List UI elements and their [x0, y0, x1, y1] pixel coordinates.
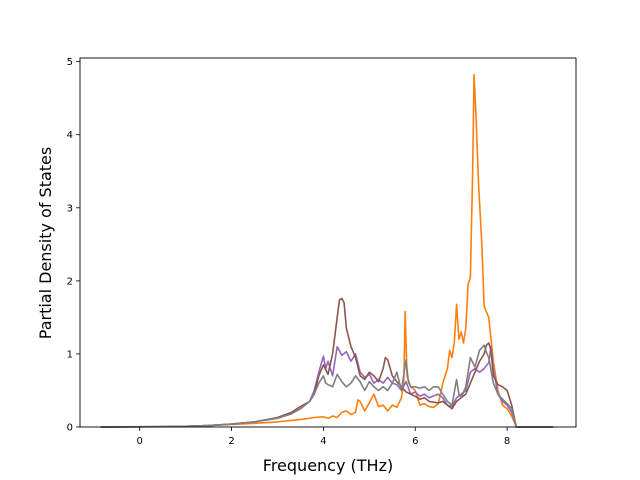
series-line-1 — [100, 74, 554, 428]
y-tick-label: 5 — [67, 57, 73, 68]
y-tick-label: 2 — [67, 276, 73, 287]
y-tick-label: 0 — [67, 423, 73, 434]
plot-frame — [79, 57, 577, 428]
x-axis-ticks: 0 2 4 6 8 — [137, 427, 510, 447]
y-axis-label: Partial Density of States — [36, 147, 55, 339]
x-tick-label: 8 — [504, 436, 510, 447]
series-line-2 — [100, 345, 554, 428]
y-tick-label: 1 — [67, 349, 73, 360]
x-tick-label: 4 — [320, 436, 326, 447]
y-tick-label: 4 — [67, 130, 73, 141]
y-tick-label: 3 — [67, 203, 73, 214]
series-line-4 — [100, 344, 554, 428]
y-axis-ticks: 0 1 2 3 4 5 — [67, 57, 80, 434]
x-tick-label: 0 — [137, 436, 143, 447]
x-tick-label: 6 — [412, 436, 418, 447]
series-layer — [100, 74, 554, 428]
x-axis-label: Frequency (THz) — [263, 456, 393, 475]
x-tick-label: 2 — [228, 436, 234, 447]
